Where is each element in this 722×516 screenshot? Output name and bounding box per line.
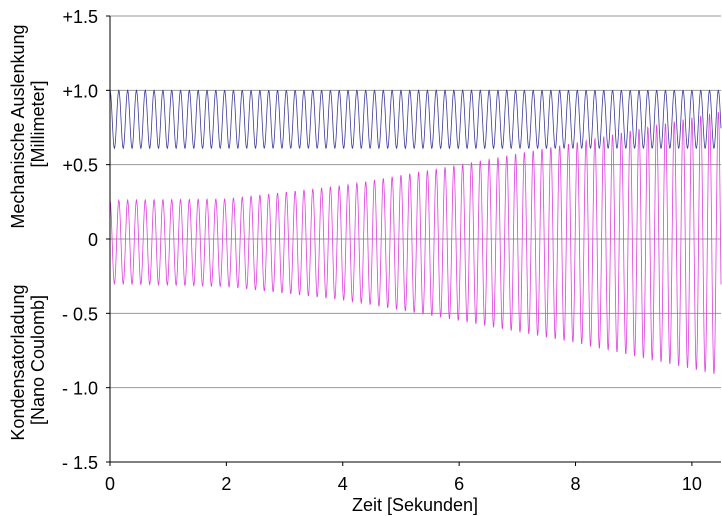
y-tick-label-1: +1.0 bbox=[62, 81, 98, 101]
y-tick-label-5: - 1.0 bbox=[62, 379, 98, 399]
y-tick-label-3: 0 bbox=[88, 230, 98, 250]
series-line-1 bbox=[109, 111, 722, 375]
y-axis-label-upper-line-1: Mechanische Auslenkung bbox=[8, 24, 28, 228]
x-tick-label-0: 0 bbox=[105, 474, 115, 494]
y-axis-label-upper-line-2: [Millimeter] bbox=[28, 80, 48, 167]
axes bbox=[106, 15, 721, 466]
y-axis-label-lower-line-2: [Nano Coulomb] bbox=[28, 295, 48, 425]
y-tick-label-0: +1.5 bbox=[62, 7, 98, 27]
y-axis-label-upper: Mechanische Auslenkung [Millimeter] bbox=[8, 19, 48, 228]
x-tick-label-3: 6 bbox=[454, 474, 464, 494]
x-tick-label-1: 2 bbox=[221, 474, 231, 494]
y-tick-label-4: - 0.5 bbox=[62, 304, 98, 324]
x-tick-labels: 0 2 4 6 8 10 bbox=[105, 474, 702, 494]
series-line-0 bbox=[109, 89, 722, 150]
x-tick-label-5: 10 bbox=[682, 474, 702, 494]
x-tick-label-4: 8 bbox=[571, 474, 581, 494]
x-tick-label-2: 4 bbox=[338, 474, 348, 494]
y-axis-label-lower-line-1: Kondensatorladung bbox=[8, 284, 28, 440]
grid-lines bbox=[110, 15, 721, 463]
x-axis-label: Zeit [Sekunden] bbox=[352, 495, 478, 515]
series-layer bbox=[109, 89, 722, 375]
y-axis-label-lower: Kondensatorladung [Nano Coulomb] bbox=[8, 279, 48, 440]
y-tick-labels: +1.5 +1.0 +0.5 0 - 0.5 - 1.0 - 1.5 bbox=[62, 7, 98, 473]
y-tick-label-2: +0.5 bbox=[62, 156, 98, 176]
y-tick-label-6: - 1.5 bbox=[62, 453, 98, 473]
